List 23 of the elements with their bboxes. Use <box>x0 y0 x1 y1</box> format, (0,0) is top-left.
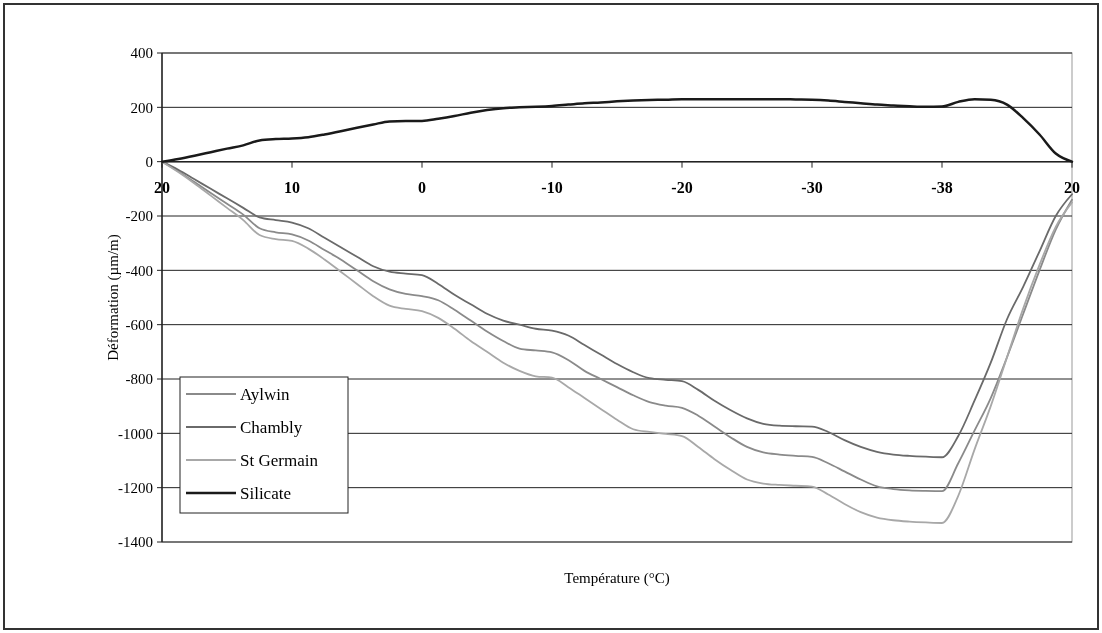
y-tick-label: -1400 <box>118 534 153 551</box>
y-tick-label: -800 <box>125 371 153 388</box>
y-tick-label: -1000 <box>118 425 153 442</box>
x-tick-label: 20 <box>1064 178 1080 196</box>
x-tick-label: -30 <box>801 178 823 196</box>
legend-label: Silicate <box>240 483 291 503</box>
x-tick-label: 10 <box>284 178 300 196</box>
legend-label: Chambly <box>240 417 303 437</box>
legend-label: St Germain <box>240 450 319 470</box>
x-axis-title: Température (°C) <box>564 570 670 587</box>
y-tick-label: -200 <box>125 208 153 225</box>
y-axis-title: Déformation (µm/m) <box>105 234 122 361</box>
y-tick-label: -1200 <box>118 479 153 496</box>
y-tick-label: 200 <box>130 99 153 116</box>
x-tick-label: -38 <box>931 178 953 196</box>
x-tick-label: -20 <box>671 178 693 196</box>
y-tick-label: 0 <box>145 153 153 170</box>
legend-label: Aylwin <box>240 384 290 404</box>
y-tick-label: -600 <box>125 316 153 333</box>
x-tick-label: 0 <box>418 178 426 196</box>
y-tick-label: -400 <box>125 262 153 279</box>
y-tick-label: 400 <box>130 45 153 62</box>
x-tick-label: -10 <box>541 178 563 196</box>
